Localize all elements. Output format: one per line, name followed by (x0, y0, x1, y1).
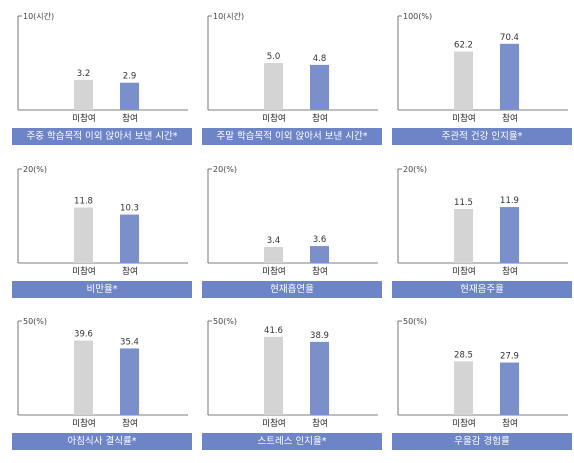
category-label: 미참여 (452, 418, 475, 429)
category-label: 참여 (312, 418, 328, 429)
bar-nonparticipant (454, 208, 473, 263)
value-label: 28.5 (454, 350, 473, 360)
bar-participant (500, 43, 519, 110)
chart-svg: 20(%) 3.4 미참여 3.6 참여 (207, 165, 378, 277)
value-label: 38.9 (310, 331, 329, 341)
bar-participant (120, 214, 139, 263)
chart-svg: 50(%) 39.6 미참여 35.4 참여 (17, 317, 188, 429)
chart-title-bar: 아침식사 결식률* (12, 433, 192, 450)
chart-title-bar: 현재음주율 (392, 281, 572, 298)
chart-title-bar: 우울감 경험률 (392, 433, 572, 450)
category-label: 참여 (312, 113, 328, 124)
value-label: 11.5 (454, 198, 473, 208)
value-label: 3.6 (313, 235, 327, 245)
bar-participant (120, 82, 139, 110)
value-label: 39.6 (74, 330, 93, 340)
chart-svg: 50(%) 41.6 미참여 38.9 참여 (207, 317, 378, 429)
value-label: 10.3 (120, 204, 139, 214)
chart-title-bar: 주말 학습목적 이외 앉아서 보낸 시간* (202, 128, 382, 145)
y-axis-max-label: 50(%) (23, 317, 47, 326)
bar-participant (500, 207, 519, 263)
category-label: 미참여 (72, 113, 95, 124)
y-axis-max-label: 10(시간) (213, 11, 244, 21)
bar-participant (500, 362, 519, 415)
chart-title-bar: 비만율* (12, 281, 192, 298)
value-label: 41.6 (264, 326, 283, 336)
category-label: 참여 (502, 418, 518, 429)
value-label: 27.9 (500, 352, 519, 362)
bar-nonparticipant (454, 361, 473, 415)
chart-title-bar: 현재흡연율 (202, 281, 382, 298)
value-label: 11.8 (74, 197, 93, 207)
chart-svg: 20(%) 11.8 미참여 10.3 참여 (17, 165, 188, 277)
category-label: 미참여 (452, 266, 475, 277)
value-label: 35.4 (120, 337, 139, 347)
bar-nonparticipant (264, 336, 283, 415)
category-label: 미참여 (262, 418, 285, 429)
chart-title-bar: 주관적 건강 인지율* (392, 128, 572, 145)
value-label: 5.0 (267, 52, 281, 62)
category-label: 참여 (122, 418, 138, 429)
y-axis-max-label: 20(%) (213, 165, 237, 174)
category-label: 참여 (122, 113, 138, 124)
value-label: 62.2 (454, 41, 473, 51)
chart-svg: 50(%) 28.5 미참여 27.9 참여 (397, 317, 568, 429)
bar-participant (120, 348, 139, 415)
value-label: 70.4 (500, 33, 519, 43)
category-label: 미참여 (262, 113, 285, 124)
category-label: 미참여 (72, 418, 95, 429)
category-label: 미참여 (72, 266, 95, 277)
category-label: 참여 (502, 266, 518, 277)
category-label: 참여 (122, 266, 138, 277)
value-label: 11.9 (500, 196, 519, 206)
chart-svg: 10(시간) 3.2 미참여 2.9 참여 (17, 11, 188, 124)
bar-nonparticipant (74, 79, 93, 110)
chart-svg: 20(%) 11.5 미참여 11.9 참여 (397, 165, 568, 277)
value-label: 4.8 (313, 54, 327, 64)
category-label: 미참여 (452, 113, 475, 124)
y-axis-max-label: 20(%) (403, 165, 427, 174)
category-label: 참여 (312, 266, 328, 277)
chart-title-bar: 스트레스 인지율* (202, 433, 382, 450)
chart-title-bar: 주중 학습목적 이외 앉아서 보낸 시간* (12, 128, 192, 145)
bar-nonparticipant (454, 51, 473, 110)
category-label: 참여 (502, 113, 518, 124)
bar-nonparticipant (74, 207, 93, 263)
bar-nonparticipant (264, 63, 283, 110)
bar-nonparticipant (264, 247, 283, 263)
value-label: 3.2 (77, 69, 91, 79)
y-axis-max-label: 100(%) (403, 12, 432, 21)
bar-participant (310, 64, 329, 110)
bar-participant (310, 341, 329, 415)
y-axis-max-label: 20(%) (23, 165, 47, 174)
value-label: 2.9 (123, 72, 137, 82)
y-axis-max-label: 50(%) (213, 317, 237, 326)
y-axis-max-label: 50(%) (403, 317, 427, 326)
chart-svg: 100(%) 62.2 미참여 70.4 참여 (397, 12, 568, 124)
chart-svg: 10(시간) 5.0 미참여 4.8 참여 (207, 11, 378, 124)
category-label: 미참여 (262, 266, 285, 277)
y-axis-max-label: 10(시간) (23, 11, 54, 21)
bar-nonparticipant (74, 340, 93, 415)
value-label: 3.4 (267, 236, 281, 246)
bar-participant (310, 246, 329, 263)
